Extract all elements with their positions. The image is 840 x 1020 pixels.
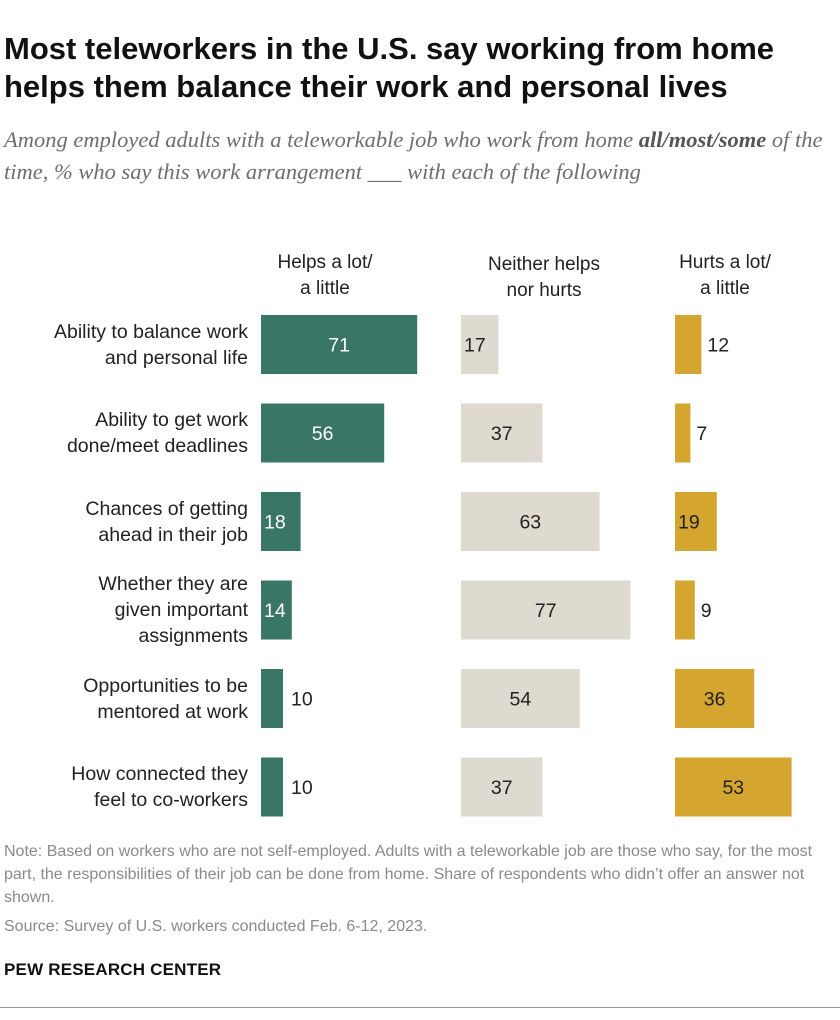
row-label-line: done/meet deadlines — [66, 435, 248, 457]
bar-s3-r3 — [675, 492, 717, 551]
bar-s2-r3 — [461, 492, 600, 551]
bar-s1-r6 — [261, 757, 283, 817]
value-label-s1-r5: 10 — [291, 689, 313, 711]
value-label-s2-r3: 63 — [519, 512, 541, 534]
column-header-line: nor hurts — [506, 280, 582, 301]
column-header-3: Hurts a lot/a little — [635, 250, 815, 302]
chart-note: Note: Based on workers who are not self-… — [4, 843, 813, 906]
value-label-s1-r1: 71 — [328, 335, 350, 357]
column-header-line: a little — [300, 278, 350, 299]
bar-s1-r3 — [261, 492, 301, 551]
row-label-6: How connected they feel to co-workers — [0, 761, 248, 813]
column-header-2: Neither helps nor hurts — [454, 252, 634, 304]
bar-s1-r2 — [261, 403, 385, 463]
column-header-line: Neither helps — [488, 254, 600, 275]
subtitle-text-2: of the time, % who say this work arrange… — [4, 127, 823, 184]
column-header-1: Helps a lot/a little — [235, 250, 415, 302]
row-label-line: and personal life — [104, 346, 248, 369]
bar-chart: 71 56 18 14 10 10 17 37 63 77 54 37 12 7 19 9 36 53 — [261, 315, 792, 817]
row-label-line: feel to co-workers — [94, 789, 248, 811]
bar-s2-r4 — [461, 580, 631, 640]
value-label-s1-r4: 14 — [264, 600, 286, 622]
value-label-s2-r2: 37 — [491, 423, 513, 445]
bar-s3-r4 — [675, 580, 695, 640]
subtitle-text-1: Among employed adults with a teleworkabl… — [4, 127, 639, 152]
column-header-line: Helps a lot/ — [277, 252, 373, 273]
value-label-s3-r1: 12 — [707, 335, 729, 357]
row-label-line: given important — [114, 599, 248, 621]
row-label-line: Ability to balance work — [53, 320, 248, 343]
bar-s3-r2 — [675, 403, 691, 463]
column-header-line: a little — [700, 278, 750, 299]
bar-s3-r5 — [675, 669, 755, 728]
row-label-line: Ability to get work — [95, 409, 248, 431]
value-label-s1-r2: 56 — [312, 423, 334, 445]
bar-s2-r1 — [461, 315, 499, 374]
chart-subtitle: Among employed adults with a teleworkabl… — [4, 124, 834, 188]
row-label-line: assignments — [138, 625, 248, 647]
value-label-s3-r3: 19 — [678, 512, 700, 534]
row-label-4: Whether they are given important assignmen… — [0, 571, 248, 649]
bar-s3-r6 — [675, 757, 792, 817]
bar-s2-r2 — [461, 403, 543, 463]
pew-research-center-logo: PEW RESEARCH CENTER — [4, 960, 222, 979]
row-label-line: ahead in their job — [98, 523, 248, 546]
row-label-1: Ability to balance work and personal life — [0, 319, 248, 371]
value-label-s3-r5: 36 — [704, 689, 726, 711]
row-label-line: mentored at work — [97, 700, 248, 723]
value-label-s3-r6: 53 — [722, 777, 744, 799]
row-label-line: Chances of getting — [85, 497, 248, 520]
row-label-line: How connected they — [71, 763, 248, 785]
value-label-s3-r2: 7 — [696, 423, 707, 445]
column-header-line: Hurts a lot/ — [679, 252, 771, 273]
bar-s2-r6 — [461, 757, 543, 817]
chart-title: Most teleworkers in the U.S. say working… — [4, 31, 775, 104]
row-label-3: Chances of getting ahead in their job — [0, 496, 248, 548]
row-label-line: Whether they are — [98, 573, 248, 595]
row-label-5: Opportunities to be mentored at work — [0, 673, 248, 725]
bar-s2-r5 — [461, 669, 580, 728]
chart-source: Source: Survey of U.S. workers conducted… — [4, 918, 428, 935]
subtitle-emphasis: all/most/some — [638, 127, 767, 152]
bar-s1-r4 — [261, 580, 292, 640]
value-label-s2-r5: 54 — [510, 689, 532, 711]
bar-s1-r5 — [261, 669, 283, 728]
value-label-s2-r1: 17 — [464, 335, 486, 357]
value-label-s3-r4: 9 — [701, 600, 712, 622]
value-label-s1-r3: 18 — [264, 512, 286, 534]
row-label-2: Ability to get work done/meet deadlines — [0, 407, 248, 459]
value-label-s2-r6: 37 — [491, 777, 513, 799]
row-label-line: Opportunities to be — [83, 674, 248, 697]
value-label-s1-r6: 10 — [291, 777, 313, 799]
bottom-divider — [0, 1007, 840, 1008]
value-label-s2-r4: 77 — [535, 600, 557, 622]
bar-s3-r1 — [675, 315, 702, 374]
bar-s1-r1 — [261, 315, 418, 374]
